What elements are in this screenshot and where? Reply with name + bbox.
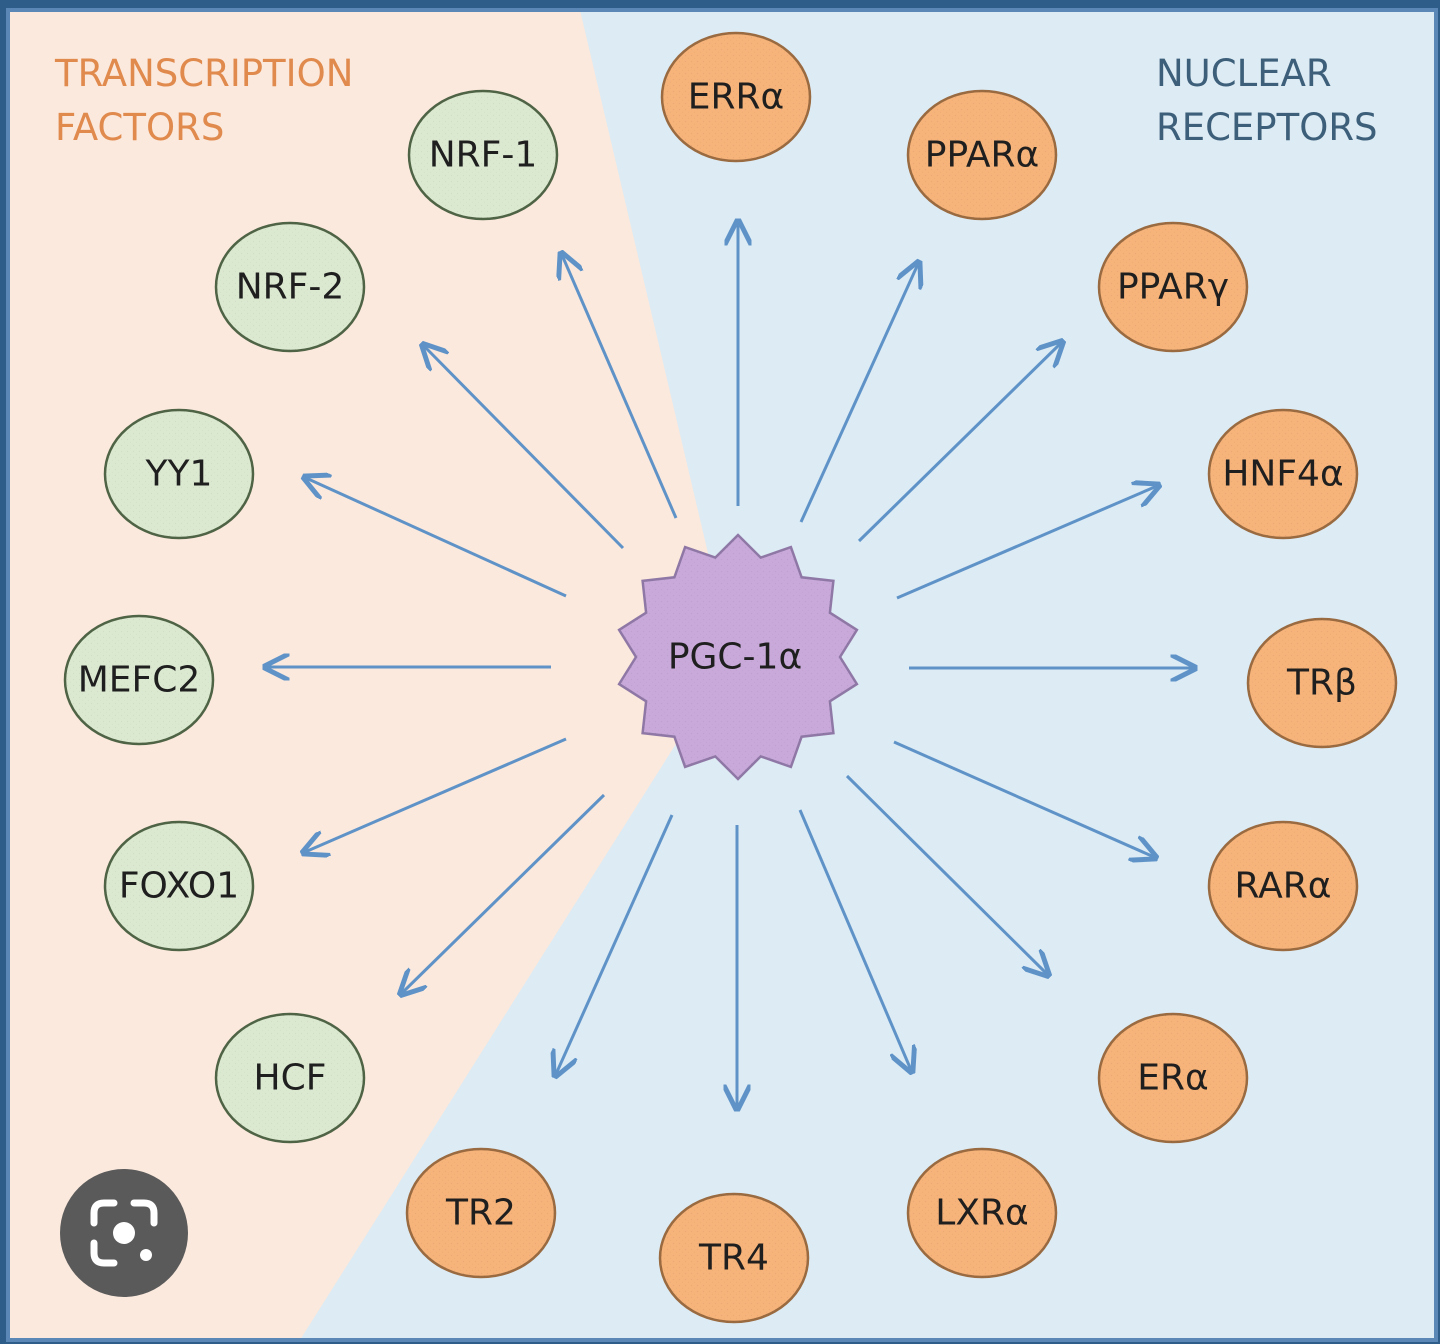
transcription-factors-panel <box>8 10 732 1340</box>
nr-node-erralpha: ERRα <box>660 31 812 163</box>
tf-texture <box>409 91 557 219</box>
lens-camera-button[interactable] <box>60 1169 188 1297</box>
nr-node-trbeta: TRβ <box>1246 617 1398 749</box>
arrow-to-raralpha <box>893 740 1154 857</box>
nr-texture <box>660 1194 808 1322</box>
nr-node-lxralpha: LXRα <box>906 1147 1058 1279</box>
nr-label: PPARα <box>925 135 1040 176</box>
nr-texture <box>1099 223 1247 351</box>
nr-texture <box>1099 1014 1247 1142</box>
arrow-to-nrf-1 <box>562 255 678 519</box>
hub-texture <box>619 535 857 779</box>
arrow-to-foxo1 <box>305 737 567 852</box>
tf-label: NRF-1 <box>429 135 538 176</box>
hub-label: PGC-1α <box>668 637 802 678</box>
tf-texture <box>105 410 253 538</box>
diagram-border <box>6 8 1438 1342</box>
nr-label: HNF4α <box>1222 454 1343 495</box>
arrows-group <box>267 223 1193 1107</box>
arrow-to-yy1 <box>306 478 567 598</box>
tf-label: HCF <box>254 1058 327 1099</box>
nr-label: TR2 <box>445 1193 516 1234</box>
arrow-to-nrf-2 <box>424 346 625 550</box>
arrow-to-hcf <box>402 793 606 993</box>
nr-label: TRβ <box>1286 663 1357 704</box>
nuclear-receptors-title: NUCLEAR RECEPTORS <box>1156 52 1378 149</box>
tf-texture <box>216 1014 364 1142</box>
nr-node-tr2: TR2 <box>405 1147 557 1279</box>
nr-texture <box>908 1149 1056 1277</box>
tf-node-yy1: YY1 <box>103 408 255 540</box>
nr-node-ppargamma: PPARγ <box>1097 221 1249 353</box>
nr-node-eralpha: ERα <box>1097 1012 1249 1144</box>
nr-node-pparalpha: PPARα <box>906 89 1058 221</box>
tf-texture <box>105 822 253 950</box>
arrow-to-ppargamma <box>857 343 1061 543</box>
nodes-group: NRF-1 NRF-2 YY1 MEFC2 FOXO1 HCF ERRα PPARα PPARγ… <box>63 31 1398 1324</box>
tf-node-nrf-2: NRF-2 <box>214 221 366 353</box>
transcription-factors-title: TRANSCRIPTION FACTORS <box>54 52 365 149</box>
nr-node-tr4: TR4 <box>658 1192 810 1324</box>
nr-node-raralpha: RARα <box>1207 820 1359 952</box>
nr-label: LXRα <box>935 1193 1028 1234</box>
tf-label: NRF-2 <box>236 267 345 308</box>
tf-node-foxo1: FOXO1 <box>103 820 255 952</box>
tf-label: MEFC2 <box>78 660 201 701</box>
nr-texture <box>662 33 810 161</box>
nr-label: ERα <box>1137 1058 1209 1099</box>
tf-label: FOXO1 <box>119 866 239 907</box>
lens-camera-icon <box>90 1199 158 1267</box>
tf-node-hcf: HCF <box>214 1012 366 1144</box>
arrow-to-hnf4alpha <box>896 486 1157 600</box>
tf-texture <box>65 616 213 744</box>
nr-texture <box>1248 619 1396 747</box>
arrow-to-lxralpha <box>798 809 911 1070</box>
tf-node-nrf-1: NRF-1 <box>407 89 559 221</box>
tf-texture <box>216 223 364 351</box>
arrow-to-pparalpha <box>799 264 918 523</box>
tf-node-mefc2: MEFC2 <box>63 614 215 746</box>
nr-texture <box>908 91 1056 219</box>
tf-label: YY1 <box>145 454 213 495</box>
nr-texture <box>1209 822 1357 950</box>
arrow-to-tr2 <box>556 814 674 1074</box>
nr-label: ERRα <box>688 77 785 118</box>
nr-label: PPARγ <box>1117 267 1229 308</box>
nr-texture <box>407 1149 555 1277</box>
nr-label: RARα <box>1235 866 1332 907</box>
nr-texture <box>1209 410 1357 538</box>
nr-node-hnf4alpha: HNF4α <box>1207 408 1359 540</box>
arrow-to-eralpha <box>845 774 1047 974</box>
pgc1a-hub: PGC-1α <box>617 533 859 781</box>
nr-label: TR4 <box>698 1238 769 1279</box>
